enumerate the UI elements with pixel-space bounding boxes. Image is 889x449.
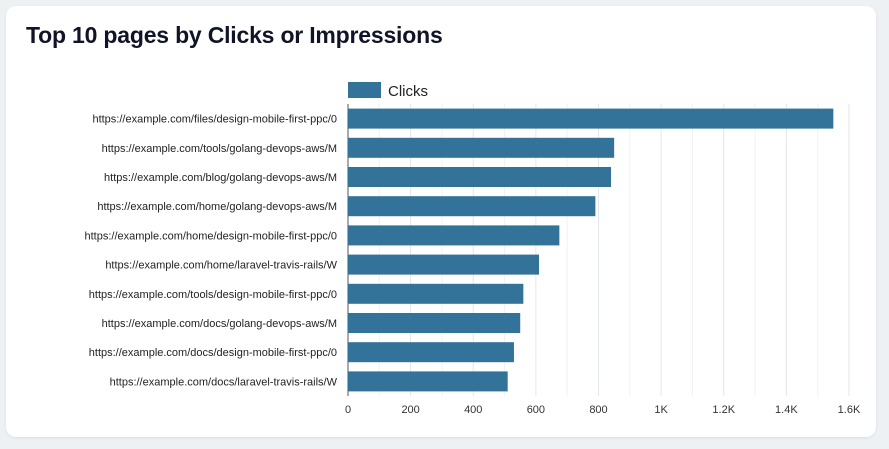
bars <box>348 108 834 392</box>
x-tick-label: 1K <box>654 404 668 416</box>
bar[interactable] <box>348 254 540 275</box>
x-tick-label: 200 <box>401 404 419 416</box>
bar[interactable] <box>348 283 524 304</box>
x-tick-label: 800 <box>589 404 607 416</box>
x-tick-label: 0 <box>345 404 351 416</box>
category-label: https://example.com/docs/golang-devops-a… <box>102 318 337 330</box>
bar[interactable] <box>348 108 834 129</box>
category-label: https://example.com/home/golang-devops-a… <box>97 201 337 213</box>
x-axis-ticks: 0 200 400 600 800 1K 1.2K 1.4K 1.6K <box>345 404 861 416</box>
bar[interactable] <box>348 371 508 392</box>
bar[interactable] <box>348 342 514 363</box>
chart-title: Top 10 pages by Clicks or Impressions <box>26 22 443 48</box>
legend-label: Clicks <box>388 83 428 100</box>
chart-card <box>6 6 876 437</box>
bar[interactable] <box>348 167 612 187</box>
bar[interactable] <box>348 137 615 158</box>
bar[interactable] <box>348 196 596 217</box>
x-tick-label: 1.2K <box>712 404 735 416</box>
category-label: https://example.com/tools/golang-devops-… <box>102 143 337 155</box>
x-tick-label: 600 <box>527 404 545 416</box>
category-label: https://example.com/home/design-mobile-f… <box>85 230 338 242</box>
category-label: https://example.com/docs/laravel-travis-… <box>110 376 338 388</box>
category-label: https://example.com/files/design-mobile-… <box>92 114 337 126</box>
x-tick-label: 1.6K <box>838 404 861 416</box>
category-label: https://example.com/tools/design-mobile-… <box>89 289 337 301</box>
bar[interactable] <box>348 313 521 333</box>
legend: Clicks <box>348 82 428 100</box>
x-tick-label: 400 <box>464 404 482 416</box>
category-labels: https://example.com/files/design-mobile-… <box>85 114 338 389</box>
category-label: https://example.com/blog/golang-devops-a… <box>104 172 337 184</box>
category-label: https://example.com/home/laravel-travis-… <box>105 260 337 272</box>
bar[interactable] <box>348 225 560 246</box>
legend-swatch <box>348 82 381 98</box>
x-tick-label: 1.4K <box>775 404 798 416</box>
category-label: https://example.com/docs/design-mobile-f… <box>89 347 337 359</box>
